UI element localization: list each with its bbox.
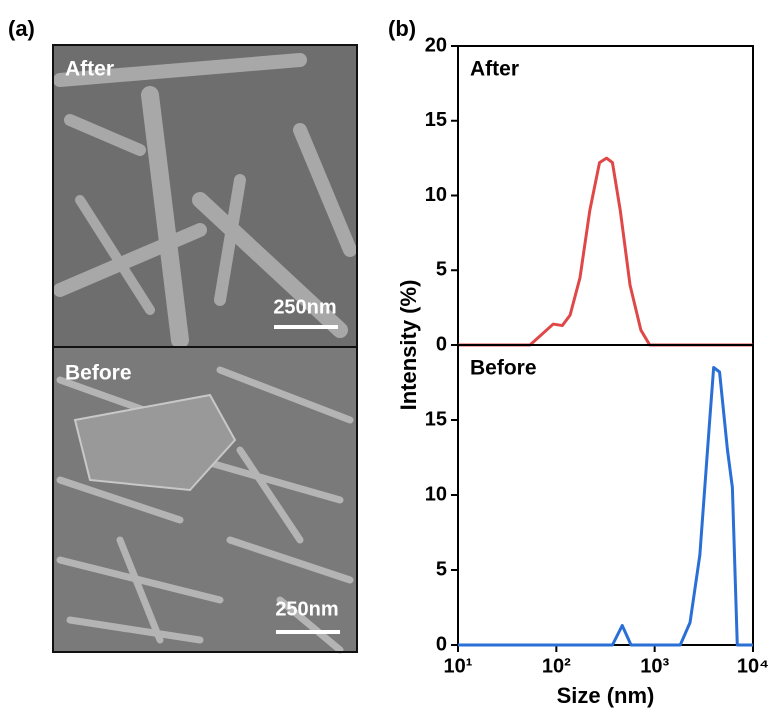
y-tick-label: 10 (425, 184, 447, 206)
series-label: After (470, 58, 519, 81)
data-line (458, 366, 753, 647)
y-axis-label: Intensity (%) (396, 280, 421, 411)
image-caption: Before (65, 362, 132, 385)
x-tick-label: 10² (542, 655, 571, 677)
panel-label: (b) (388, 16, 416, 41)
x-tick-label: 10⁴ (737, 655, 769, 677)
y-tick-label: 5 (436, 558, 447, 580)
x-axis-label: Size (nm) (557, 683, 655, 708)
x-tick-label: 10¹ (444, 655, 473, 677)
panel-label: (a) (8, 16, 35, 41)
y-tick-label: 15 (425, 408, 447, 430)
series-label: Before (470, 357, 537, 380)
sem-image (52, 346, 358, 654)
x-tick-label: 10³ (640, 655, 669, 677)
y-tick-label: 0 (436, 333, 447, 355)
data-line (458, 156, 753, 347)
y-tick-label: 0 (436, 633, 447, 655)
scale-bar-label: 250nm (275, 598, 338, 620)
scale-bar-label: 250nm (273, 296, 336, 318)
plot-frame (457, 45, 754, 346)
sem-image (52, 44, 358, 349)
y-tick-label: 10 (425, 483, 447, 505)
y-tick-label: 20 (425, 34, 447, 56)
y-tick-label: 15 (425, 109, 447, 131)
plot-frame (457, 344, 754, 646)
y-tick-label: 5 (436, 259, 447, 281)
image-caption: After (65, 58, 114, 81)
